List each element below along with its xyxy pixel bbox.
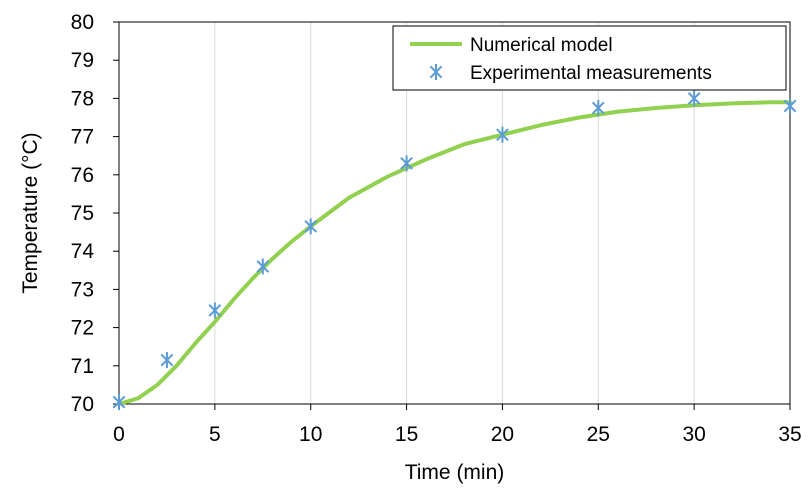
x-axis-title: Time (min) [405, 461, 505, 484]
experimental-point [400, 155, 413, 172]
y-tick-label: 73 [71, 278, 94, 301]
legend-label-numerical-model: Numerical model [470, 35, 613, 56]
experimental-point [783, 98, 797, 115]
y-tick-label: 78 [71, 87, 94, 110]
legend-label-experimental-measurements: Experimental measurements [470, 63, 712, 84]
y-tick-label: 72 [71, 317, 94, 340]
series-layer [112, 90, 797, 411]
y-axis-title: Temperature (°C) [19, 132, 42, 293]
asterisk-stroke [208, 304, 222, 317]
y-tick-label: 77 [71, 126, 94, 149]
legend-box [392, 25, 787, 91]
y-tick-label: 71 [71, 355, 94, 378]
y-axis-ticks: 70 71 72 73 74 75 76 77 78 79 80 [71, 11, 119, 416]
x-axis-ticks: 0 5 10 15 20 25 30 35 [113, 404, 802, 446]
x-tick-label: 25 [587, 423, 610, 446]
x-tick-label: 0 [113, 423, 125, 446]
asterisk-stroke [112, 395, 126, 409]
experimental-point [112, 394, 126, 411]
numerical-model-line [117, 100, 792, 406]
x-tick-label: 10 [299, 423, 322, 446]
x-tick-label: 15 [395, 423, 418, 446]
x-tick-label: 5 [209, 423, 221, 446]
asterisk-stroke [496, 128, 509, 142]
legend-asterisk-marker [429, 64, 443, 80]
asterisk-stroke [400, 156, 413, 170]
asterisk-stroke [256, 260, 270, 273]
experimental-point [256, 258, 270, 275]
asterisk-stroke [160, 353, 174, 367]
x-tick-label: 20 [491, 423, 514, 446]
y-tick-label: 79 [71, 49, 94, 72]
y-tick-label: 76 [71, 164, 94, 187]
y-tick-label: 80 [71, 11, 94, 34]
x-tick-label: 30 [682, 423, 705, 446]
x-tick-label: 35 [778, 423, 801, 446]
legend: Numerical model Experimental measurement… [392, 25, 787, 91]
y-tick-label: 74 [71, 240, 95, 263]
experimental-point [591, 99, 605, 116]
experimental-point [304, 218, 318, 235]
experimental-point [687, 90, 701, 107]
experimental-point [496, 126, 509, 143]
y-tick-label: 70 [71, 393, 94, 416]
asterisk-stroke [687, 92, 701, 105]
experimental-point [208, 302, 222, 319]
y-tick-label: 75 [71, 202, 94, 225]
asterisk-stroke [591, 101, 605, 115]
asterisk-stroke [304, 220, 318, 233]
asterisk-stroke [783, 99, 797, 113]
asterisk-stroke [429, 65, 443, 79]
experimental-point [160, 352, 174, 369]
